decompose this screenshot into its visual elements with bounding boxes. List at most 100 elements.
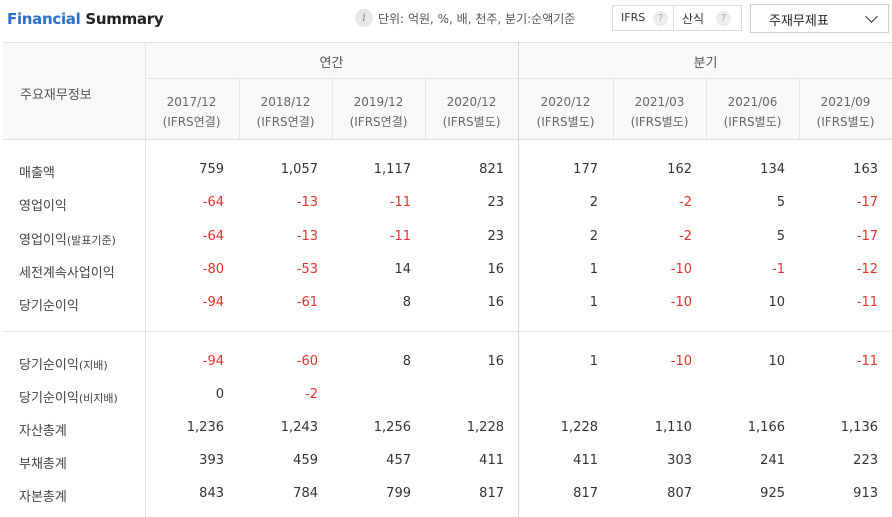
column-header: 2021/06 (IFRS별도): [706, 92, 799, 132]
ifrs-label: IFRS: [621, 11, 646, 24]
row-label-text: 당기순이익: [19, 299, 79, 314]
table-cell: -1: [772, 262, 785, 277]
table-cell: 8: [402, 295, 411, 310]
financial-table: 연간 분기 주요재무정보 2017/12 (IFRS연결) 2018/12 (IFRS…: [3, 42, 892, 517]
column-header: 2018/12 (IFRS연결): [239, 92, 332, 132]
group-quarter: 분기: [693, 56, 718, 71]
column-basis: (IFRS별도): [536, 115, 595, 129]
column-header: 2020/12 (IFRS별도): [519, 92, 612, 132]
table-cell: 411: [479, 453, 504, 468]
column-basis: (IFRS별도): [442, 115, 501, 129]
table-cell: 163: [853, 162, 878, 177]
table-cell: 843: [199, 486, 224, 501]
table-cell: 162: [667, 162, 692, 177]
table-cell: 913: [853, 486, 878, 501]
table-cell: 8: [402, 354, 411, 369]
table-cell: 457: [386, 453, 411, 468]
table-cell: 303: [667, 453, 692, 468]
table-cell: 1: [589, 262, 598, 277]
table-cell: -64: [202, 195, 224, 210]
row-label-suffix: (발표기준): [66, 234, 116, 247]
table-cell: 817: [479, 486, 504, 501]
col-divider: [145, 42, 146, 517]
table-cell: 16: [487, 262, 504, 277]
column-header: 2017/12 (IFRS연결): [145, 92, 238, 132]
column-basis: (IFRS별도): [816, 115, 875, 129]
row-label: 영업이익(발표기준): [19, 229, 116, 248]
column-header: 2020/12 (IFRS별도): [425, 92, 518, 132]
table-cell: 1,228: [466, 420, 504, 435]
row-label: 자본총계: [19, 486, 67, 505]
table-cell: 1,236: [186, 420, 224, 435]
table-cell: 177: [573, 162, 598, 177]
table-cell: -11: [389, 195, 411, 210]
column-basis: (IFRS연결): [349, 115, 408, 129]
table-cell: 817: [573, 486, 598, 501]
row-label-text: 당기순이익: [19, 358, 79, 373]
group-divider: [518, 42, 519, 517]
table-cell: 459: [293, 453, 318, 468]
row-label: 영업이익: [19, 195, 67, 214]
row-label-text: 자산총계: [19, 424, 67, 439]
table-cell: 821: [479, 162, 504, 177]
title-financial: Financial: [7, 10, 81, 28]
table-cell: 1,110: [654, 420, 692, 435]
ifrs-button[interactable]: IFRS ?: [612, 5, 674, 31]
row-label: 부채총계: [19, 453, 67, 472]
formula-label: 산식: [682, 12, 705, 26]
table-header: [3, 42, 892, 140]
table-cell: 411: [573, 453, 598, 468]
table-cell: -17: [856, 195, 878, 210]
table-cell: 10: [768, 295, 785, 310]
column-period: 2021/06: [727, 95, 778, 109]
row-label: 자산총계: [19, 420, 67, 439]
col-divider: [239, 79, 240, 140]
row-header-label: 주요재무정보: [20, 88, 92, 103]
formula-help-icon[interactable]: ?: [716, 11, 731, 26]
row-label: 세전계속사업이익: [19, 262, 115, 281]
column-period: 2017/12: [166, 95, 217, 109]
row-label-text: 자본총계: [19, 490, 67, 505]
summary-header: Financial Summary i 단위: 억원, %, 배, 천주, 분기…: [0, 0, 892, 42]
table-cell: 2: [589, 195, 598, 210]
title-summary: Summary: [80, 10, 164, 28]
statement-select[interactable]: 주재무제표: [750, 4, 889, 33]
column-period: 2021/09: [820, 95, 871, 109]
table-cell: -10: [670, 295, 692, 310]
column-basis: (IFRS별도): [723, 115, 782, 129]
table-cell: 393: [199, 453, 224, 468]
table-cell: -10: [670, 262, 692, 277]
column-period: 2019/12: [353, 95, 404, 109]
table-cell: 807: [667, 486, 692, 501]
column-basis: (IFRS연결): [162, 115, 221, 129]
column-period: 2021/03: [634, 95, 685, 109]
table-cell: 1,243: [280, 420, 318, 435]
table-cell: -64: [202, 229, 224, 244]
table-cell: -2: [679, 195, 692, 210]
section-title: Financial Summary: [7, 10, 164, 28]
table-cell: -2: [679, 229, 692, 244]
row-label-text: 당기순이익: [19, 391, 79, 406]
formula-button[interactable]: 산식 ?: [674, 5, 742, 31]
column-basis: (IFRS별도): [630, 115, 689, 129]
row-label-text: 영업이익: [19, 233, 67, 248]
table-cell: 134: [760, 162, 785, 177]
row-label-suffix: (지배): [78, 359, 108, 372]
table-cell: -2: [305, 387, 318, 402]
column-header: 2021/09 (IFRS별도): [799, 92, 892, 132]
table-cell: 5: [776, 229, 785, 244]
row-label-text: 세전계속사업이익: [19, 266, 115, 281]
row-label-text: 영업이익: [19, 199, 67, 214]
table-cell: 1,166: [747, 420, 785, 435]
table-cell: 23: [487, 229, 504, 244]
column-basis: (IFRS연결): [256, 115, 315, 129]
table-cell: -10: [670, 354, 692, 369]
table-cell: -11: [856, 295, 878, 310]
ifrs-help-icon[interactable]: ?: [653, 11, 668, 26]
info-icon[interactable]: i: [355, 9, 373, 27]
row-label: 당기순이익(지배): [19, 354, 108, 373]
table-cell: -61: [296, 295, 318, 310]
table-cell: 1,136: [840, 420, 878, 435]
row-label: 당기순이익: [19, 295, 79, 314]
col-divider: [706, 79, 707, 140]
